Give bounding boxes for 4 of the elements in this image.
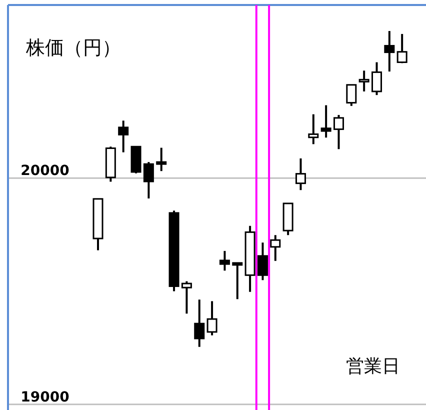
y-tick-label: 20000 [20, 163, 70, 180]
x-axis-title: 営業日 [346, 356, 400, 377]
y-axis-title: 株価（円） [25, 37, 121, 59]
y-tick-label: 19000 [20, 389, 70, 406]
